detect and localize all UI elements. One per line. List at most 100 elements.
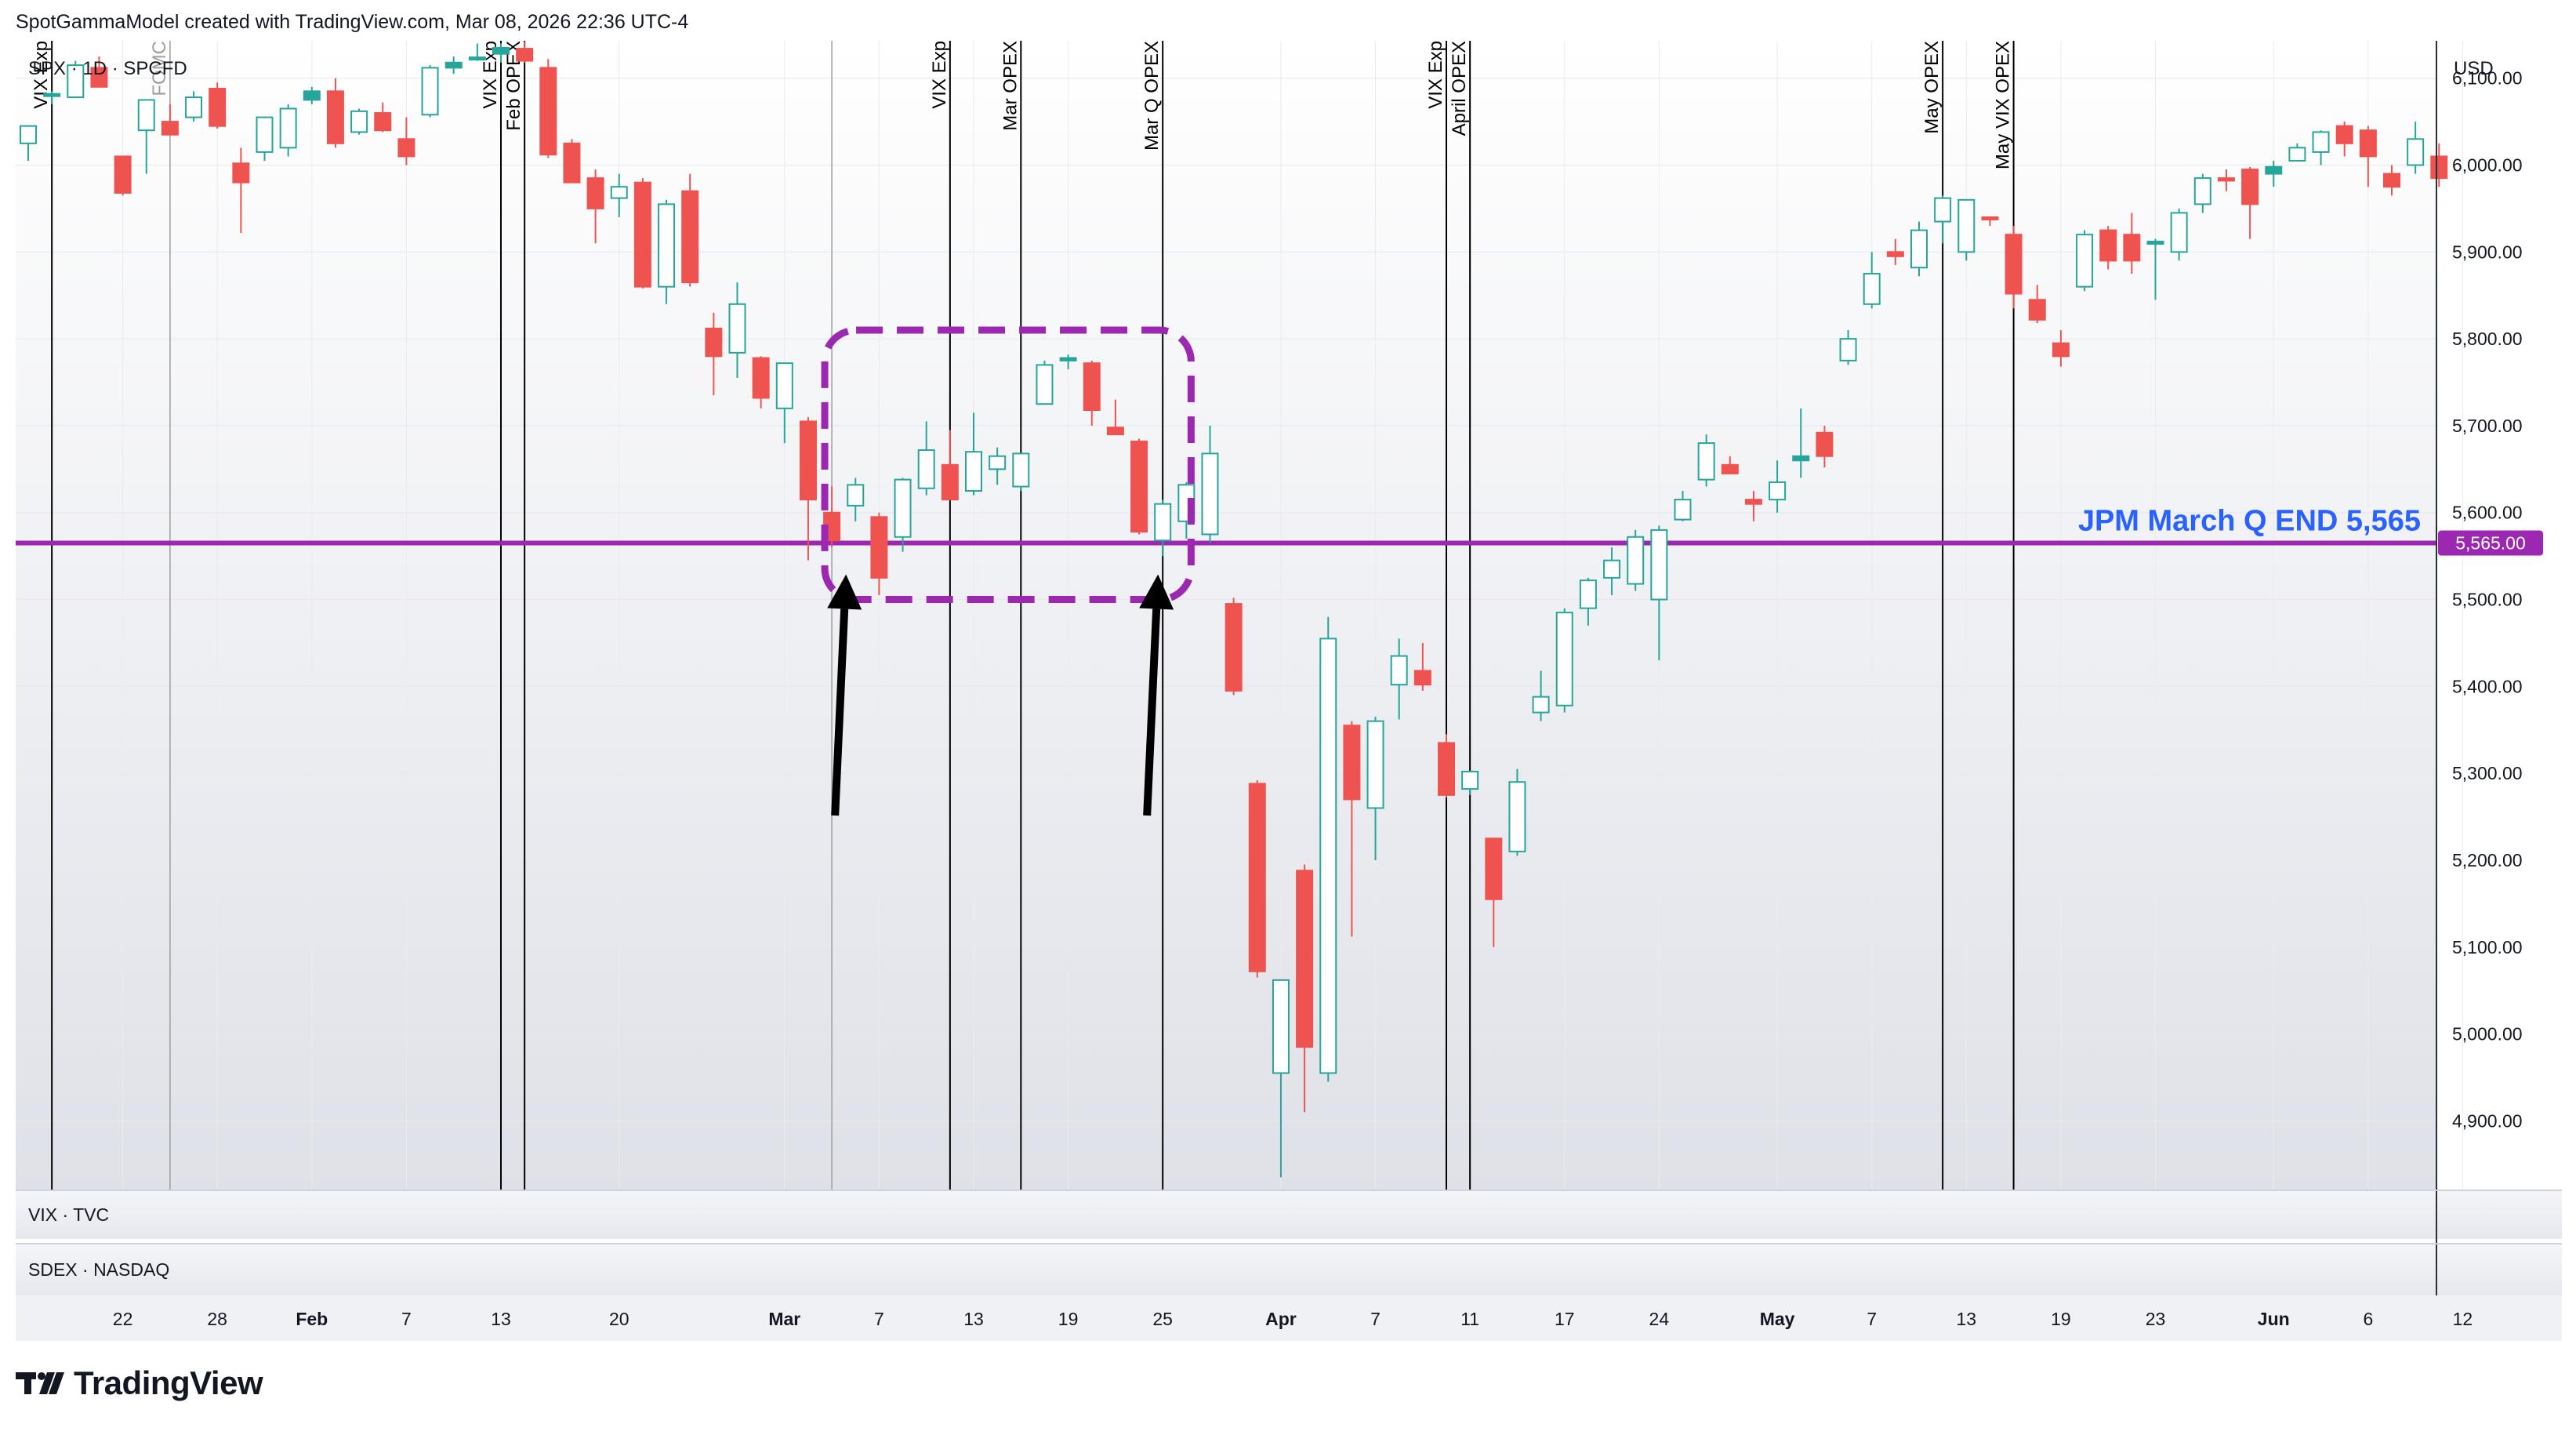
price-tick-label: 5,900.00 [2452, 242, 2523, 262]
event-label: FOMC [149, 41, 170, 96]
candle-body [444, 61, 463, 69]
candle-body [1532, 696, 1550, 714]
candle [681, 173, 699, 287]
candle-body [1201, 452, 1219, 536]
candle [1886, 238, 1904, 265]
time-tick-label: 12 [2453, 1309, 2473, 1329]
candle-body [2265, 165, 2283, 175]
candle-body [114, 155, 132, 194]
arrow-head [1139, 574, 1174, 610]
candle-body [1319, 638, 1337, 1074]
candle [2312, 130, 2330, 165]
candle [2170, 208, 2188, 261]
candle-body [728, 303, 746, 354]
candle [374, 102, 392, 133]
time-tick-label: 13 [963, 1309, 984, 1329]
time-tick-label: Mar [768, 1309, 800, 1329]
candle-body [20, 125, 37, 144]
candle [847, 478, 865, 521]
candle [326, 78, 344, 148]
candle [1816, 425, 1834, 468]
sdex-pane-label: SDEX · NASDAQ [28, 1259, 170, 1280]
candle-body [232, 162, 250, 183]
candle-body [1839, 338, 1857, 361]
candle-body [303, 90, 321, 101]
candle [90, 56, 108, 88]
candle [2005, 226, 2023, 309]
candle [1957, 198, 1976, 261]
candle [2359, 125, 2377, 187]
candle [350, 108, 368, 135]
vix-pane-label: VIX · TVC [28, 1204, 110, 1225]
candle-body [516, 48, 534, 62]
candle [2123, 213, 2141, 274]
candle-body [374, 112, 392, 132]
tradingview-logo[interactable]: TradingView [16, 1364, 263, 1402]
price-tick-label: 5,100.00 [2452, 937, 2523, 957]
candle [421, 65, 439, 118]
candle [397, 117, 415, 165]
time-tick-label: Feb [296, 1309, 328, 1329]
candle-body [1485, 837, 1503, 900]
candle-body [2217, 177, 2235, 182]
candle-body [209, 88, 227, 127]
candle [1934, 195, 1952, 244]
arrow-shaft [1143, 609, 1161, 816]
candle [870, 512, 888, 595]
sdex-pane-background [16, 1244, 2562, 1295]
candle-body [137, 99, 155, 132]
candle-body [1438, 742, 1455, 796]
candle-body [917, 449, 935, 489]
candle [2052, 330, 2070, 367]
candle [1059, 354, 1077, 369]
event-label: VIX Exp [31, 41, 52, 109]
candle [965, 412, 982, 496]
time-axis[interactable]: 22 28 Feb 7 13 20 Mar 7 13 19 25 Apr 7 11 17 24 May 7 13 19… [113, 1309, 2473, 1329]
candle [2383, 165, 2400, 196]
candle [2217, 169, 2235, 191]
price-tick-label: 5,600.00 [2452, 503, 2523, 523]
candle [917, 421, 935, 496]
candle [1839, 330, 1857, 365]
candle [1532, 670, 1550, 721]
candle-body [1154, 503, 1172, 542]
time-tick-label: May [1760, 1309, 1795, 1329]
candle [67, 60, 85, 99]
candle [2076, 230, 2094, 292]
time-tick-label: 6 [2363, 1309, 2373, 1329]
price-tick-label: 5,300.00 [2452, 763, 2523, 783]
candle-body [965, 451, 982, 492]
price-tick-label: 5,200.00 [2452, 850, 2523, 870]
candle-body [397, 138, 415, 158]
candle [2099, 226, 2117, 270]
candle-body [421, 67, 439, 116]
candle-body [1697, 442, 1715, 481]
event-label: Mar OPEX [1000, 41, 1021, 131]
time-tick-label: 25 [1152, 1309, 1173, 1329]
price-axis[interactable]: 4,900.00 5,000.00 5,100.00 5,200.00 5,300.00… [2452, 68, 2523, 1132]
candle-body [1981, 216, 1999, 221]
candle [658, 199, 676, 304]
candle [705, 312, 723, 396]
candle-body [67, 64, 85, 99]
candle [752, 356, 770, 409]
candle [1130, 438, 1148, 535]
candle [43, 91, 61, 104]
candle [1012, 452, 1030, 492]
event-label: Mar Q OPEX [1141, 41, 1163, 151]
time-tick-label: 13 [1957, 1309, 1977, 1329]
candle [516, 42, 534, 63]
currency-label: USD [2454, 58, 2494, 79]
candle [1555, 608, 1573, 713]
candle [1413, 642, 1431, 691]
candle [1792, 408, 1810, 478]
candle-body [2407, 138, 2425, 166]
candle [2193, 173, 2211, 213]
time-tick-label: 7 [1867, 1309, 1877, 1329]
candle [586, 169, 604, 244]
candle [1154, 500, 1172, 557]
candle [1744, 491, 1762, 521]
candle-body [2052, 342, 2070, 358]
candle [2288, 143, 2306, 162]
